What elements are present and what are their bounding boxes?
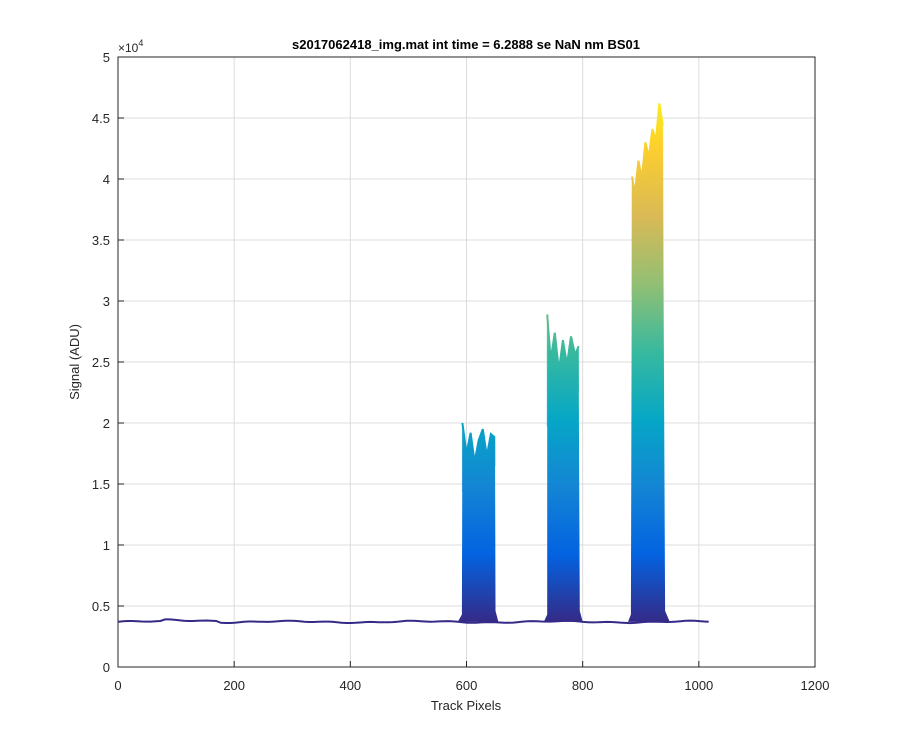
x-tick-label: 1200 bbox=[801, 678, 830, 693]
y-exponent-label: ×104 bbox=[118, 38, 143, 55]
peak-3-outline bbox=[631, 103, 664, 194]
y-exponent-base: ×10 bbox=[118, 41, 139, 55]
y-tick-label: 4.5 bbox=[92, 111, 110, 126]
y-tick-label: 0 bbox=[103, 660, 110, 675]
ticks: 0 200 400 600 800 1000 1200 0 0.5 1 1.5 2 2.5 3 3.5 4 4.… bbox=[92, 50, 830, 693]
x-tick-label: 0 bbox=[114, 678, 121, 693]
peak-1-area bbox=[457, 423, 499, 622]
y-tick-label: 4 bbox=[103, 172, 110, 187]
y-tick-label: 1.5 bbox=[92, 477, 110, 492]
x-tick-label: 600 bbox=[456, 678, 478, 693]
x-tick-label: 400 bbox=[339, 678, 361, 693]
x-tick-label: 200 bbox=[223, 678, 245, 693]
x-tick-label: 800 bbox=[572, 678, 594, 693]
y-axis-label: Signal (ADU) bbox=[67, 324, 82, 400]
y-tick-label: 0.5 bbox=[92, 599, 110, 614]
chart-title: s2017062418_img.mat int time = 6.2888 se… bbox=[292, 37, 640, 52]
x-axis-label: Track Pixels bbox=[431, 698, 502, 713]
y-tick-label: 2 bbox=[103, 416, 110, 431]
y-tick-label: 3 bbox=[103, 294, 110, 309]
x-tick-label: 1000 bbox=[684, 678, 713, 693]
peak-2-outline bbox=[546, 314, 580, 371]
y-tick-label: 5 bbox=[103, 50, 110, 65]
signal-series bbox=[118, 103, 709, 625]
y-tick-label: 2.5 bbox=[92, 355, 110, 370]
y-exponent-power: 4 bbox=[138, 38, 143, 48]
peak-2-area bbox=[543, 314, 583, 622]
baseline-trace bbox=[118, 618, 709, 625]
grid bbox=[118, 57, 815, 667]
y-tick-label: 3.5 bbox=[92, 233, 110, 248]
y-tick-label: 1 bbox=[103, 538, 110, 553]
